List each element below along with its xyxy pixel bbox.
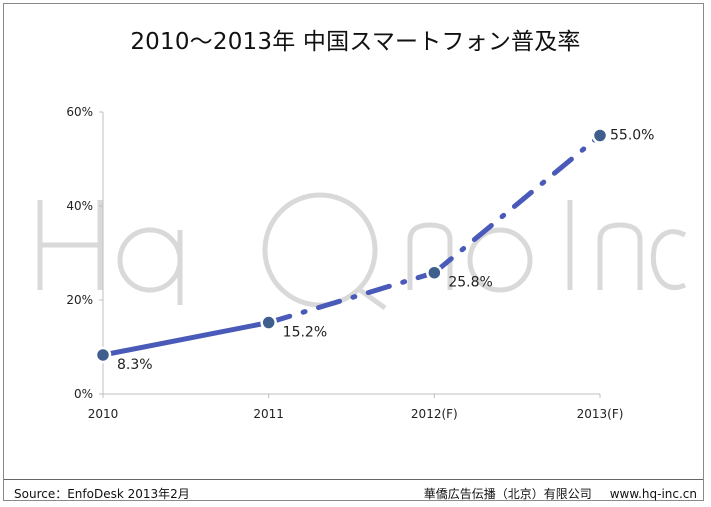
- series-lines: [100, 133, 603, 358]
- website-url: www.hq-inc.cn: [609, 487, 697, 501]
- series-points: [94, 127, 609, 364]
- data-label: 55.0%: [610, 128, 654, 144]
- y-tick-label: 20%: [66, 293, 93, 307]
- source-note: Source：EnfoDesk 2013年2月: [14, 487, 190, 501]
- y-tick-label: 40%: [66, 199, 93, 213]
- y-tick-label: 60%: [66, 105, 93, 119]
- line-chart: 0% 20% 40% 60% 2010 2011 2012(F) 2013(F) 8.3% 1…: [66, 105, 654, 421]
- company-name: 華僑広告伝播（北京）有限公司: [423, 487, 592, 501]
- x-tick-label: 2013(F): [577, 407, 624, 421]
- x-tick-label: 2011: [253, 407, 284, 421]
- x-tick-label: 2012(F): [411, 407, 458, 421]
- data-label: 8.3%: [117, 357, 153, 373]
- data-point: [94, 346, 112, 364]
- forecast-line-segment: [266, 270, 437, 326]
- chart-axes: [102, 112, 600, 395]
- chart-title: 2010～2013年 中国スマートフォン普及率: [130, 29, 581, 55]
- x-tick-labels: 2010 2011 2012(F) 2013(F): [88, 394, 624, 421]
- data-point: [591, 127, 609, 144]
- actual-line-segment: [100, 320, 272, 358]
- forecast-line-segment: [431, 133, 603, 276]
- data-point: [426, 264, 443, 281]
- x-tick-label: 2010: [88, 407, 119, 421]
- y-tick-label: 0%: [74, 387, 93, 401]
- data-label: 15.2%: [283, 325, 327, 341]
- data-labels: 8.3% 15.2% 25.8% 55.0%: [117, 128, 654, 373]
- y-tick-labels: 0% 20% 40% 60%: [66, 105, 103, 401]
- data-label: 25.8%: [448, 275, 492, 291]
- footer-credit: 華僑広告伝播（北京）有限公司 www.hq-inc.cn: [424, 485, 697, 502]
- footer-divider: [4, 479, 703, 480]
- data-point: [260, 314, 277, 331]
